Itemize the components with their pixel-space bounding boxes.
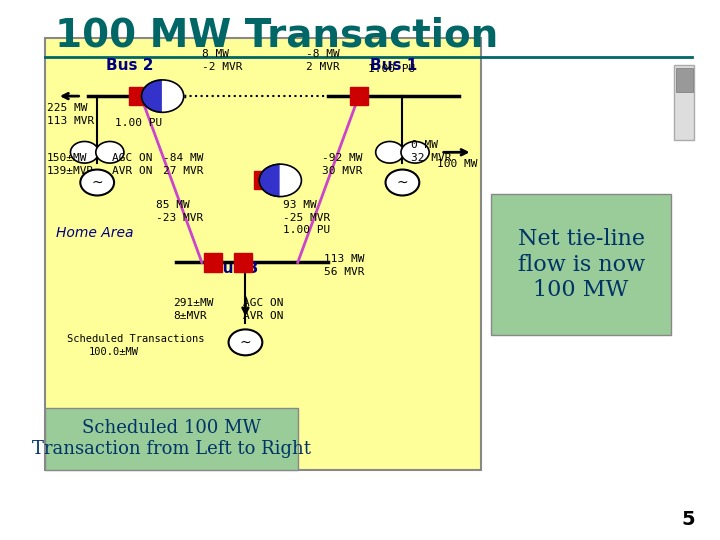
Text: 113 MW: 113 MW bbox=[324, 254, 364, 265]
FancyBboxPatch shape bbox=[675, 68, 693, 92]
Circle shape bbox=[96, 141, 124, 163]
Text: 1.00 PU: 1.00 PU bbox=[367, 64, 415, 75]
Text: 0 MW: 0 MW bbox=[411, 140, 438, 150]
Text: 8±MVR: 8±MVR bbox=[174, 310, 207, 321]
Text: -8 MW: -8 MW bbox=[307, 49, 341, 59]
Text: 85 MW: 85 MW bbox=[156, 200, 190, 211]
Bar bbox=[130, 87, 148, 105]
Polygon shape bbox=[163, 80, 184, 112]
Text: Scheduled 100 MW
Transaction from Left to Right: Scheduled 100 MW Transaction from Left t… bbox=[32, 420, 311, 458]
Bar bbox=[350, 87, 368, 105]
Text: 225 MW: 225 MW bbox=[47, 103, 88, 113]
Text: 1.00 PU: 1.00 PU bbox=[282, 225, 330, 235]
Text: 8 MW: 8 MW bbox=[202, 49, 229, 59]
Text: ~: ~ bbox=[240, 335, 251, 349]
Text: AVR ON: AVR ON bbox=[243, 310, 284, 321]
Text: AVR ON: AVR ON bbox=[112, 166, 153, 176]
Text: ~: ~ bbox=[397, 176, 408, 190]
Text: 100.0±MW: 100.0±MW bbox=[89, 347, 138, 357]
Bar bbox=[234, 253, 253, 272]
Circle shape bbox=[228, 329, 262, 355]
Text: 100 MW: 100 MW bbox=[437, 159, 478, 170]
Circle shape bbox=[81, 170, 114, 195]
Circle shape bbox=[401, 141, 429, 163]
Polygon shape bbox=[259, 164, 280, 197]
FancyBboxPatch shape bbox=[45, 408, 298, 470]
Text: Net tie-line
flow is now
100 MW: Net tie-line flow is now 100 MW bbox=[518, 228, 644, 301]
FancyBboxPatch shape bbox=[675, 65, 694, 140]
Text: 291±MW: 291±MW bbox=[174, 298, 214, 308]
Text: Bus 1: Bus 1 bbox=[370, 58, 418, 73]
Text: 1.00 PU: 1.00 PU bbox=[114, 118, 162, 129]
FancyBboxPatch shape bbox=[45, 38, 481, 470]
Text: 100 MW Transaction: 100 MW Transaction bbox=[55, 16, 499, 54]
Polygon shape bbox=[280, 164, 302, 197]
Bar bbox=[253, 171, 272, 190]
Circle shape bbox=[385, 170, 419, 195]
Text: 27 MVR: 27 MVR bbox=[163, 166, 203, 176]
Text: Bus 2: Bus 2 bbox=[106, 58, 153, 73]
Text: 30 MVR: 30 MVR bbox=[322, 166, 362, 176]
Text: -84 MW: -84 MW bbox=[163, 153, 203, 163]
Text: 139±MVR: 139±MVR bbox=[47, 166, 94, 176]
Text: Bus 3: Bus 3 bbox=[211, 261, 258, 276]
Text: 93 MW: 93 MW bbox=[282, 200, 316, 211]
Text: AGC ON: AGC ON bbox=[243, 298, 284, 308]
Text: -92 MW: -92 MW bbox=[322, 153, 362, 163]
Text: 32 MVR: 32 MVR bbox=[411, 153, 451, 163]
Text: 2 MVR: 2 MVR bbox=[307, 62, 341, 72]
Text: -2 MVR: -2 MVR bbox=[202, 62, 243, 72]
Text: 5: 5 bbox=[682, 510, 696, 529]
Text: -23 MVR: -23 MVR bbox=[156, 213, 203, 224]
Circle shape bbox=[71, 141, 99, 163]
Text: Scheduled Transactions: Scheduled Transactions bbox=[67, 334, 204, 345]
Text: 56 MVR: 56 MVR bbox=[324, 267, 364, 276]
Text: AGC ON: AGC ON bbox=[112, 153, 153, 163]
Text: 113 MVR: 113 MVR bbox=[47, 116, 94, 126]
FancyBboxPatch shape bbox=[492, 194, 671, 335]
Text: -25 MVR: -25 MVR bbox=[282, 213, 330, 224]
Text: 150±MW: 150±MW bbox=[47, 153, 88, 163]
Text: ~: ~ bbox=[91, 176, 103, 190]
Circle shape bbox=[376, 141, 404, 163]
Polygon shape bbox=[142, 80, 163, 112]
Bar bbox=[204, 253, 222, 272]
Text: Home Area: Home Area bbox=[56, 226, 134, 240]
